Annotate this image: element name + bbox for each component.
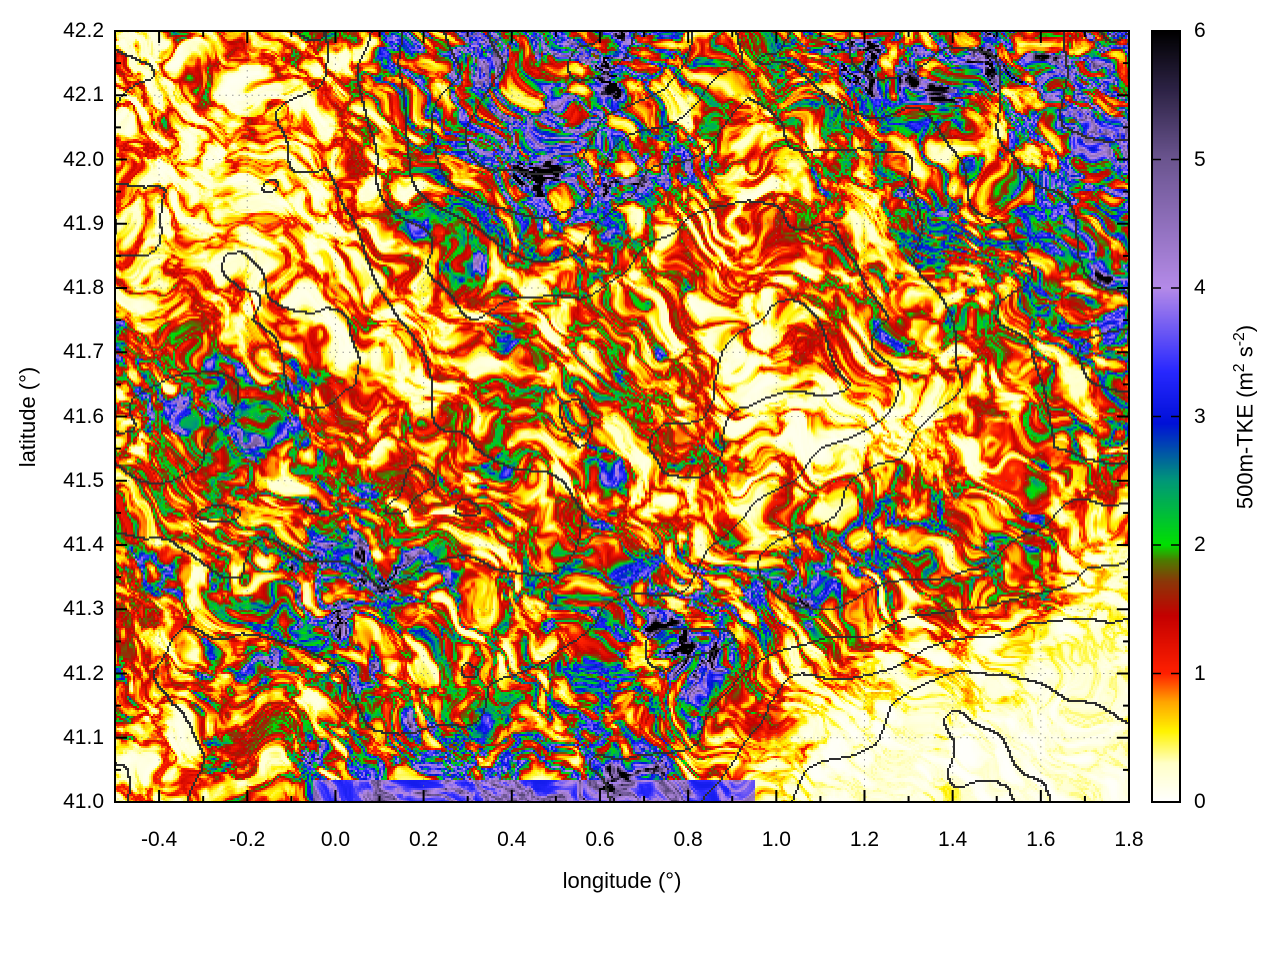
y-tick-label: 41.6 xyxy=(63,404,104,428)
x-tick-label: 1.8 xyxy=(1114,828,1144,851)
colorbar-title: 500m-TKE (m2 s-2) xyxy=(1225,257,1258,577)
colorbar-title-part: 500m-TKE (m xyxy=(1232,371,1258,509)
x-tick-label: 1.0 xyxy=(761,828,791,851)
x-tick-label: 1.4 xyxy=(938,828,968,851)
y-tick-label: 41.4 xyxy=(63,533,104,556)
colorbar-tick-label: 5 xyxy=(1194,147,1206,171)
colorbar-tick-label: 6 xyxy=(1194,19,1206,42)
colorbar-title-part: ) xyxy=(1232,324,1258,332)
colorbar-gradient xyxy=(1152,31,1180,802)
colorbar-tick-label: 3 xyxy=(1194,404,1206,428)
x-tick-label: 0.8 xyxy=(673,828,703,851)
y-tick-label: 41.1 xyxy=(63,725,104,749)
x-tick-label: -0.4 xyxy=(140,828,178,851)
x-tick-label: 0.2 xyxy=(408,828,439,851)
x-tick-label: -0.2 xyxy=(229,828,266,851)
y-tick-label: 41.7 xyxy=(63,340,104,364)
y-tick-label: 41.0 xyxy=(63,790,104,813)
colorbar-title-part: s xyxy=(1232,345,1258,363)
colorbar-tick-label: 0 xyxy=(1194,790,1206,813)
tke-heatmap-canvas xyxy=(115,31,1129,802)
x-axis-title: longitude (°) xyxy=(562,868,682,893)
colorbar-title-part: 2 xyxy=(1231,362,1248,372)
y-tick-label: 41.3 xyxy=(63,597,104,621)
y-tick-label: 42.1 xyxy=(63,83,104,107)
colorbar-title-part: -2 xyxy=(1231,331,1248,346)
y-axis-title: latitude (°) xyxy=(15,366,40,467)
y-tick-label: 41.8 xyxy=(63,276,104,299)
x-tick-label: 1.6 xyxy=(1026,828,1056,851)
y-tick-label: 41.5 xyxy=(63,468,104,492)
y-tick-label: 41.9 xyxy=(63,211,104,235)
x-tick-label: 0.0 xyxy=(320,828,351,851)
x-tick-label: 1.2 xyxy=(849,828,880,851)
x-tick-label: 0.6 xyxy=(585,828,615,851)
colorbar-tick-label: 2 xyxy=(1194,533,1206,556)
x-tick-label: 0.4 xyxy=(497,828,527,851)
y-tick-label: 41.2 xyxy=(63,661,104,685)
y-tick-label: 42.0 xyxy=(63,147,104,171)
colorbar-tick-label: 1 xyxy=(1194,661,1206,685)
y-tick-label: 42.2 xyxy=(63,19,104,42)
colorbar-tick-label: 4 xyxy=(1194,276,1206,299)
